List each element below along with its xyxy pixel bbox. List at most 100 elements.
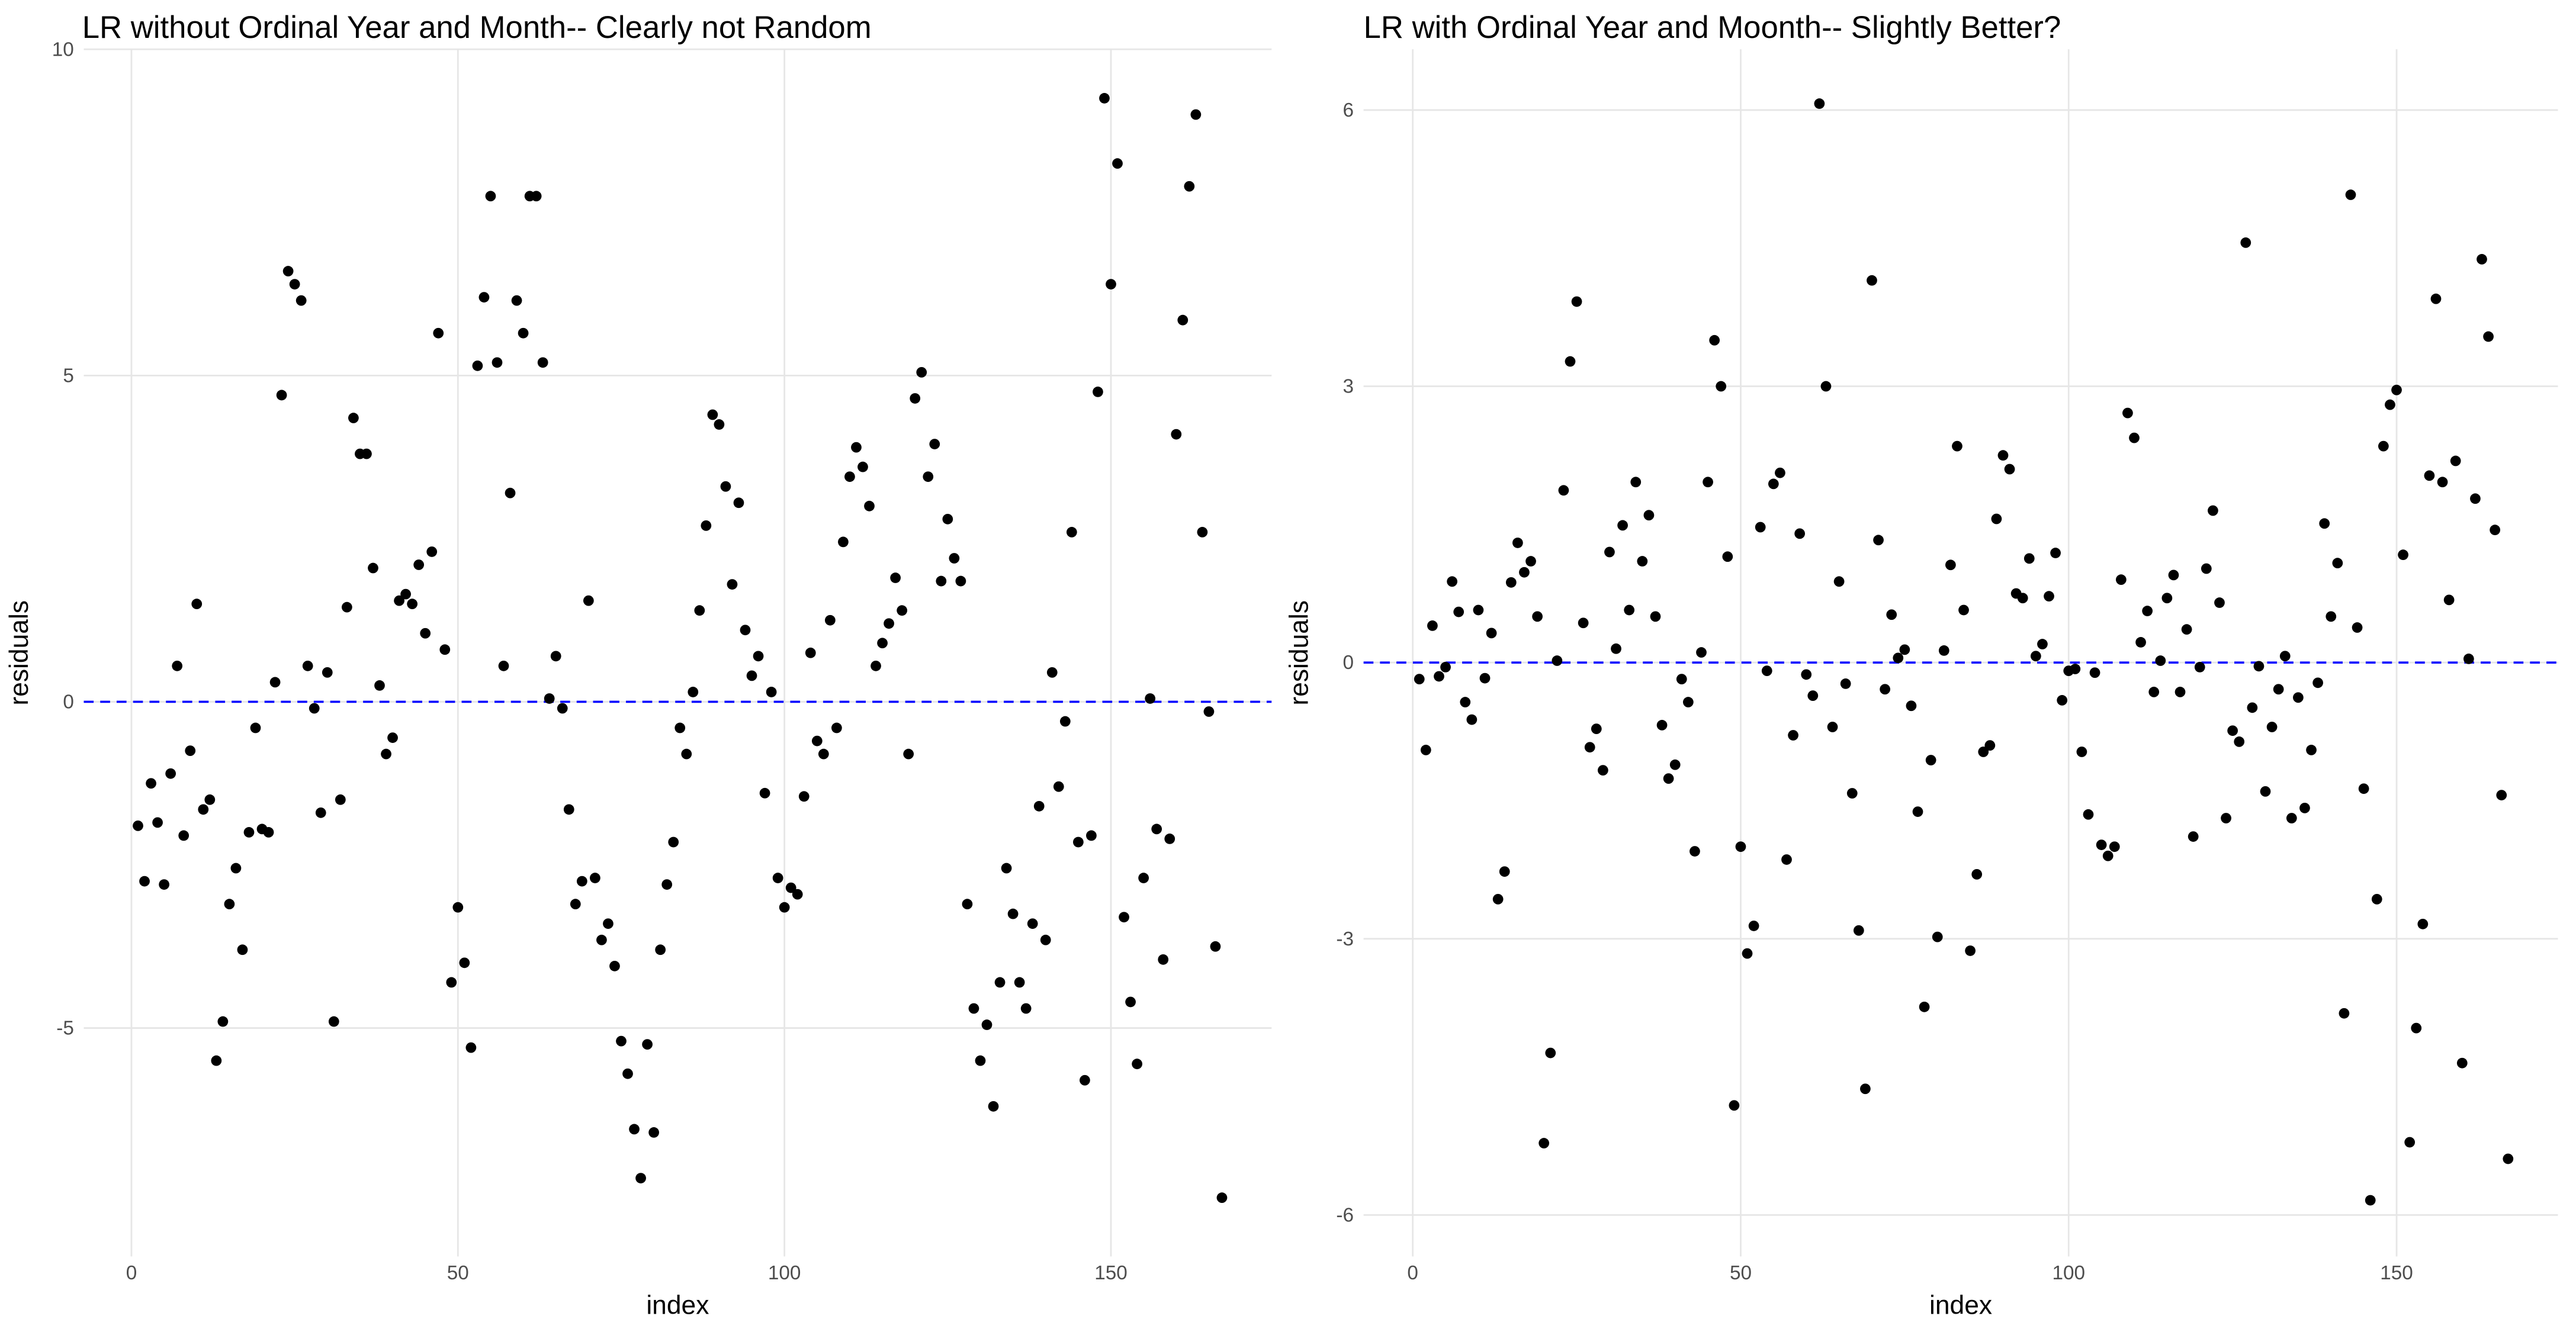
point [818,748,829,760]
point [1735,841,1746,852]
point [831,722,842,733]
point [622,1068,633,1079]
point [165,768,176,779]
point [1020,1003,1032,1014]
point [994,977,1006,988]
point [302,660,313,671]
point [1722,551,1733,562]
point [133,821,143,831]
point [1663,773,1674,784]
point [2234,736,2245,747]
point [720,481,731,492]
point [1578,617,1589,629]
point [2266,722,2278,732]
point [1138,873,1149,883]
point [335,794,346,805]
point [2430,293,2442,304]
point [2168,570,2179,581]
point [2496,790,2507,800]
point [844,471,855,482]
point [733,497,744,509]
point [1958,604,1969,616]
point [884,618,894,629]
chart-title: LR without Ordinal Year and Month-- Clea… [82,10,872,45]
x-tick-label: 100 [2052,1262,2085,1284]
point [1938,645,1949,656]
point [642,1039,653,1050]
panel: LR without Ordinal Year and Month-- Clea… [5,10,1272,1320]
point [2345,189,2356,200]
point [1669,759,1681,770]
point [2161,593,2173,604]
point [877,638,888,649]
point [557,703,568,714]
point [2483,331,2494,342]
point [1145,693,1156,704]
point [648,1127,660,1138]
point [2227,725,2238,736]
point [1591,723,1602,734]
point [772,873,783,883]
point [936,575,947,587]
point [2135,637,2146,648]
point [1007,908,1019,919]
y-tick-label: 3 [1342,376,1354,398]
point [1997,450,2009,461]
point [1925,755,1936,765]
point [2365,1195,2376,1206]
point [714,419,725,430]
point [139,876,150,887]
y-tick-label: 0 [63,691,74,713]
point [1093,387,1103,397]
point [1440,662,1451,673]
point [518,327,529,339]
point [2122,407,2133,419]
point [2208,505,2218,516]
point [916,366,927,378]
point [1696,647,1707,658]
point [871,660,881,671]
point [1984,740,1996,751]
point [1899,644,1910,655]
point [1971,868,1983,880]
point [1505,577,1517,588]
point [1873,535,1884,546]
point [420,628,431,639]
point [805,647,816,658]
point [2312,677,2323,688]
point [478,292,490,303]
point [668,836,679,848]
x-tick-label: 50 [447,1262,469,1284]
point [1761,665,1772,677]
point [603,918,614,929]
point [452,902,464,913]
point [2404,1137,2416,1148]
point [949,553,960,564]
point [1106,279,1116,289]
point [1177,314,1189,326]
point [191,599,203,610]
point [596,934,607,945]
point [263,827,274,838]
point [204,794,216,805]
point [1801,669,1812,680]
point [1014,977,1025,988]
point [2096,839,2107,850]
point [295,295,307,306]
point [1033,800,1045,812]
point [1630,477,1642,488]
point [694,605,705,616]
point [1519,567,1530,578]
point [511,295,522,306]
chart-title: LR with Ordinal Year and Moonth-- Slight… [1364,10,2061,45]
point [146,778,156,789]
point [1086,830,1097,841]
point [1434,671,1444,682]
point [1571,296,1582,307]
point [2490,525,2501,536]
point [1112,158,1123,169]
point [1893,652,1904,664]
point [2214,597,2225,608]
point [890,572,901,583]
